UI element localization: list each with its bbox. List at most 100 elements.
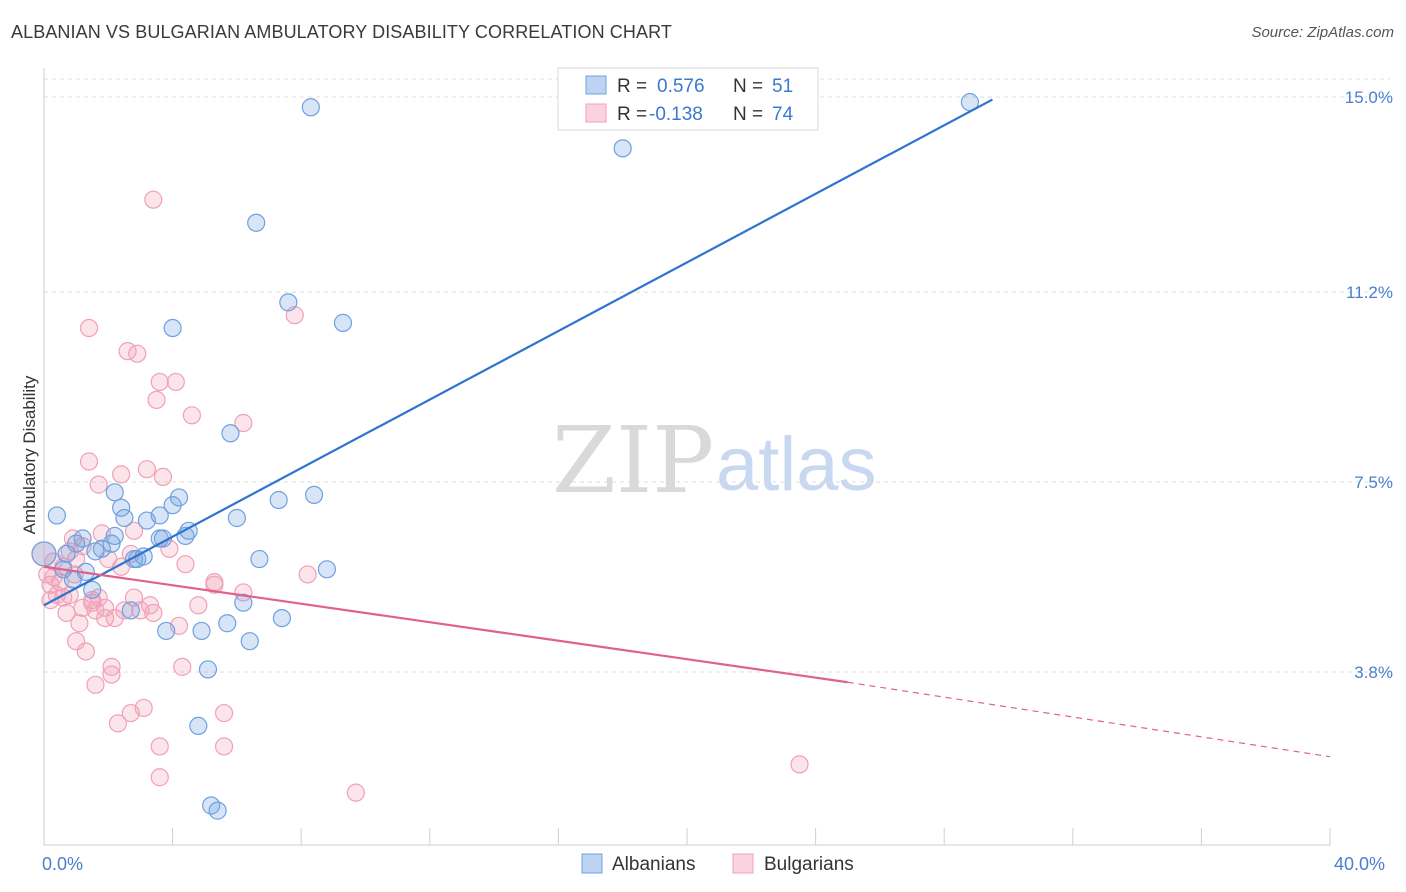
albanians-point (227, 508, 246, 528)
legend-n-value-bulgarians: 74 (772, 104, 794, 125)
albanians-point (304, 485, 324, 504)
y-tick-label: 7.5% (1354, 473, 1393, 492)
x-tick-marks (43, 828, 1331, 845)
bulgarians-point (134, 698, 153, 718)
albanians-point (105, 526, 124, 546)
bulgarians-point (79, 452, 99, 471)
albanians-point (333, 313, 353, 332)
y-tick-labels: 3.8% 7.5% 11.2% 15.0% (1345, 88, 1393, 682)
x-tick-label-max: 40.0% (1334, 854, 1385, 874)
bulgarians-point (102, 657, 121, 676)
source-label: Source: ZipAtlas.com (1251, 24, 1394, 41)
bulgarians-point (115, 601, 134, 620)
albanians-point (221, 424, 240, 443)
bulgarians-point (234, 413, 253, 433)
albanians-point (163, 318, 182, 338)
legend-r-label-bulgarians: R = (617, 104, 647, 125)
bottom-legend-label-albanians: Albanians (612, 854, 695, 875)
bulgarians-point (153, 467, 173, 487)
albanians-point (269, 490, 288, 510)
legend-r-label-albanians: R = (617, 76, 647, 97)
albanians-point (240, 632, 259, 651)
albanians-point (121, 601, 140, 620)
albanians-point (157, 621, 176, 641)
albanians-point (150, 506, 169, 525)
albanians-point (208, 801, 227, 820)
albanians-point (613, 139, 632, 158)
albanians-point (247, 213, 266, 232)
bulgarians-point (79, 318, 99, 338)
albanians-point (92, 539, 111, 558)
bulgarians-point (86, 675, 105, 694)
albanians-point (192, 621, 211, 641)
bulgarians-point (166, 372, 185, 392)
legend-r-value-bulgarians: -0.138 (649, 104, 703, 125)
bulgarians-point (112, 465, 131, 484)
albanians-point (31, 541, 57, 567)
albanians-point (47, 506, 66, 525)
bulgarians-point (182, 406, 201, 425)
albanians-point (250, 549, 269, 569)
bulgarians-point (63, 529, 83, 548)
bulgarians-point (173, 657, 192, 676)
bulgarians-point (144, 603, 163, 623)
legend-r-value-albanians: 0.576 (657, 76, 705, 97)
bulgarians-point (147, 390, 166, 410)
legend-swatch-bulgarians (585, 103, 607, 123)
albanians-point (83, 580, 102, 599)
bulgarians-point (70, 614, 89, 633)
bulgarians-point (150, 372, 169, 392)
watermark: ZIP atlas (552, 407, 877, 514)
bottom-legend-label-bulgarians: Bulgarians (764, 854, 854, 875)
albanians-point (317, 560, 337, 579)
bulgarians-point (214, 737, 234, 756)
bulgarians-point (205, 573, 224, 592)
bulgarians-trend-line (43, 565, 848, 684)
legend-box: R = 0.576 N = 51 R = -0.138 N = 74 (557, 67, 819, 131)
albanians-point (73, 529, 92, 548)
albanians-point (189, 716, 208, 736)
y-axis-label: Ambulatory Disability (20, 375, 39, 534)
bulgarians-point (105, 608, 124, 628)
gridlines (44, 78, 1390, 673)
bottom-legend-swatch-albanians (581, 853, 603, 874)
albanians-point (198, 660, 218, 679)
albanians-point (234, 593, 253, 612)
bulgarians-point (76, 642, 95, 661)
bulgarians-point (298, 565, 317, 584)
legend-swatch-albanians (585, 75, 607, 95)
bulgarians-point (189, 596, 208, 615)
bottom-legend-swatch-bulgarians (732, 853, 754, 874)
albanians-point (115, 508, 134, 528)
bulgarians-point (128, 344, 147, 363)
legend-n-label-bulgarians: N = (733, 104, 763, 125)
bulgarians-trend-extension (847, 681, 1331, 758)
albanians-point (272, 608, 292, 628)
bulgarians-point (790, 755, 809, 774)
albanians-point (218, 614, 237, 633)
bulgarians-point (124, 521, 144, 540)
bulgarians-point (137, 460, 156, 479)
albanians-point (301, 98, 320, 117)
bulgarians-point (108, 714, 128, 733)
bulgarians-point (89, 475, 108, 494)
trend-lines (43, 98, 1331, 758)
albanians-trend-line (43, 98, 993, 607)
albanians-point (112, 498, 131, 517)
bulgarians-point (95, 608, 115, 628)
bulgarians-point (57, 603, 76, 623)
bulgarians-point (150, 737, 169, 756)
y-tick-label: 15.0% (1345, 88, 1393, 107)
legend-n-value-albanians: 51 (772, 76, 793, 97)
y-tick-label: 11.2% (1346, 283, 1393, 302)
watermark-zip: ZIP (552, 407, 714, 514)
albanians-point (105, 483, 124, 502)
bulgarians-point (346, 783, 365, 802)
watermark-atlas: atlas (716, 422, 877, 507)
albanians-point (169, 488, 189, 507)
bulgarians-point (176, 555, 195, 574)
legend-n-label-albanians: N = (733, 76, 763, 97)
bulgarians-point (144, 190, 163, 209)
y-tick-label: 3.8% (1354, 663, 1393, 682)
